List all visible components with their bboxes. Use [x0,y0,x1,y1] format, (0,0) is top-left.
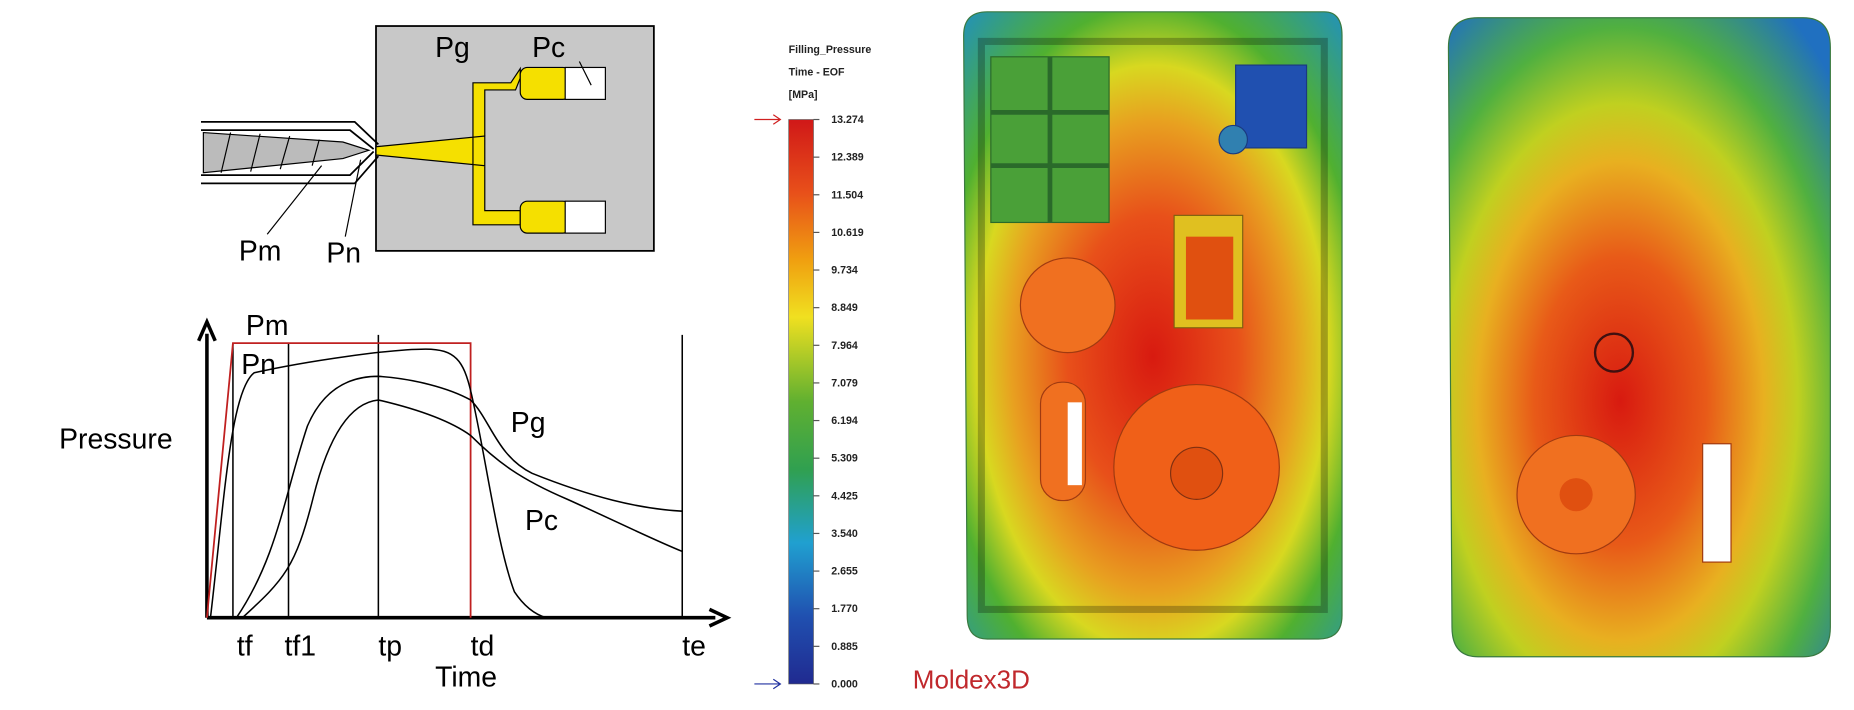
cavity-fill [519,200,571,234]
legend: Filling_Pressure Time - EOF [MPa] 13.274… [754,44,872,691]
time-line [232,334,684,618]
min-arrow [754,678,782,690]
legend-tick-label: 7.964 [831,340,858,352]
socket [1185,236,1234,320]
label: Pm [246,310,289,342]
legend-tick-label: 6.194 [831,415,858,427]
knob [1019,257,1116,354]
legend-unit: [MPa] [789,89,818,101]
legend-tick-label: 7.079 [831,377,858,389]
dial [1169,446,1224,500]
legend-title: Filling_Pressure [789,44,872,56]
render-right: Moldex3D [913,17,1831,695]
brand: Moldex3D [913,665,1030,695]
legend-tick-label: 3.540 [831,528,858,540]
label: Pc [525,505,558,537]
legend-tick-label: 8.849 [831,302,858,314]
time-mark: te [682,631,706,663]
grid-feature [990,56,1110,223]
time-mark: tf [237,631,253,663]
label: Pn [241,349,276,381]
pn-curve [209,348,547,619]
legend-tick-label: 2.655 [831,566,858,578]
screw [202,131,371,174]
label: Pc [532,32,565,64]
legend-tick-label: 5.309 [831,453,858,465]
emblem [1593,332,1635,373]
pg-curve [235,375,683,619]
legend-tick-label: 12.389 [831,152,864,164]
pm-curve [206,342,472,618]
axes [197,317,732,628]
legend-subtitle: Time - EOF [789,67,845,79]
label: Pm [239,235,282,267]
slot [1067,402,1082,486]
x-axis-label: Time [435,661,497,693]
schematic: Pg Pc Pm Pn [201,25,655,270]
cavity [564,200,606,234]
pressure-plot: Pm Pn Pg Pc Pressure Time tf tf1 tp td te [59,310,732,693]
label: Pg [511,407,546,439]
legend-tick-label: 0.885 [831,641,858,653]
cavity-fill [519,66,571,100]
part-wall [977,37,1328,613]
legend-tick-label: 11.504 [831,189,863,201]
runner [375,66,521,226]
legend-tick-label: 9.734 [831,265,858,277]
vent [1516,434,1636,555]
legend-tick-label: 1.770 [831,603,858,615]
nozzle [201,120,380,185]
leader [266,61,592,237]
legend-tick-label: 13.274 [831,114,864,126]
time-mark: td [471,631,495,663]
y-axis-label: Pressure [59,423,173,455]
legend-tick-label: 4.425 [831,490,858,502]
max-arrow [754,114,782,125]
time-mark: tp [378,631,402,663]
pc-curve [241,399,683,619]
screw-threads [220,132,320,173]
boss [1218,124,1249,155]
legend-tick-label: 10.619 [831,227,864,239]
boss [1235,64,1308,149]
slot [1702,443,1732,563]
part-shape [1447,17,1831,658]
label: Pg [435,32,470,64]
legend-tick-label: 0.000 [831,679,858,691]
time-mark: tf1 [285,631,317,663]
label: Pn [326,238,361,270]
colorbar [788,119,814,685]
render-left [963,11,1343,640]
